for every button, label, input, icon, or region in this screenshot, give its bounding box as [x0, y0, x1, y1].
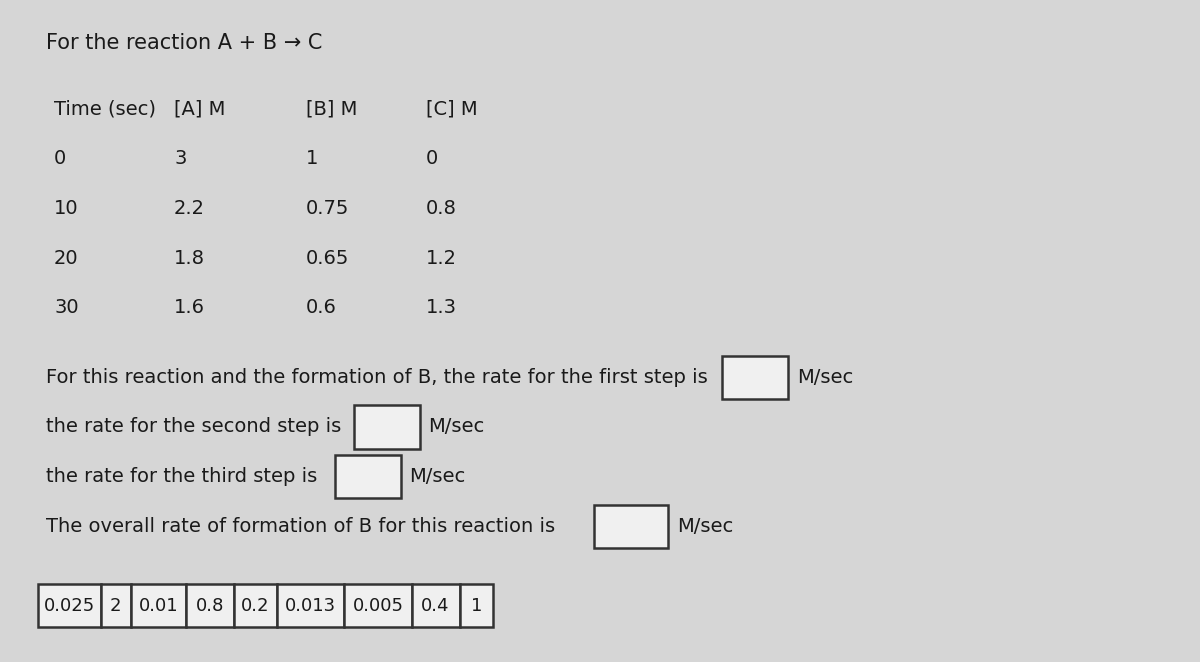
- Text: M/sec: M/sec: [797, 368, 853, 387]
- Text: For this reaction and the formation of B, the rate for the first step is: For this reaction and the formation of B…: [46, 368, 707, 387]
- Text: the rate for the third step is: the rate for the third step is: [46, 467, 317, 486]
- Text: 2: 2: [110, 596, 121, 615]
- Text: [C] M: [C] M: [426, 100, 478, 118]
- FancyBboxPatch shape: [594, 505, 668, 548]
- Text: 2.2: 2.2: [174, 199, 205, 218]
- Text: the rate for the second step is: the rate for the second step is: [46, 418, 341, 436]
- Text: 10: 10: [54, 199, 79, 218]
- Text: 3: 3: [174, 150, 186, 168]
- FancyBboxPatch shape: [131, 585, 186, 628]
- Text: For the reaction A + B → C: For the reaction A + B → C: [46, 33, 322, 53]
- Text: 20: 20: [54, 249, 79, 267]
- Text: 1.8: 1.8: [174, 249, 205, 267]
- Text: 0: 0: [54, 150, 66, 168]
- Text: [A] M: [A] M: [174, 100, 226, 118]
- Text: 0.4: 0.4: [421, 596, 450, 615]
- Text: 0: 0: [426, 150, 438, 168]
- FancyBboxPatch shape: [234, 585, 277, 628]
- Text: 1: 1: [306, 150, 318, 168]
- Text: 0.01: 0.01: [138, 596, 179, 615]
- Text: 0.025: 0.025: [44, 596, 95, 615]
- Text: [B] M: [B] M: [306, 100, 358, 118]
- Text: 0.005: 0.005: [353, 596, 403, 615]
- FancyBboxPatch shape: [412, 585, 460, 628]
- FancyBboxPatch shape: [186, 585, 234, 628]
- FancyBboxPatch shape: [344, 585, 412, 628]
- Text: M/sec: M/sec: [677, 517, 733, 536]
- FancyBboxPatch shape: [101, 585, 131, 628]
- Text: 1.6: 1.6: [174, 299, 205, 317]
- Text: 0.8: 0.8: [196, 596, 224, 615]
- Text: M/sec: M/sec: [409, 467, 466, 486]
- Text: 1.3: 1.3: [426, 299, 457, 317]
- FancyBboxPatch shape: [277, 585, 344, 628]
- FancyBboxPatch shape: [335, 455, 401, 498]
- Text: 0.8: 0.8: [426, 199, 457, 218]
- FancyBboxPatch shape: [722, 356, 788, 399]
- Text: 1: 1: [470, 596, 482, 615]
- Text: The overall rate of formation of B for this reaction is: The overall rate of formation of B for t…: [46, 517, 554, 536]
- Text: 0.65: 0.65: [306, 249, 349, 267]
- Text: Time (sec): Time (sec): [54, 100, 156, 118]
- FancyBboxPatch shape: [460, 585, 493, 628]
- Text: M/sec: M/sec: [428, 418, 485, 436]
- Text: 30: 30: [54, 299, 79, 317]
- Text: 0.75: 0.75: [306, 199, 349, 218]
- FancyBboxPatch shape: [354, 405, 420, 449]
- Text: 1.2: 1.2: [426, 249, 457, 267]
- Text: 0.013: 0.013: [286, 596, 336, 615]
- FancyBboxPatch shape: [38, 585, 101, 628]
- Text: 0.6: 0.6: [306, 299, 337, 317]
- Text: 0.2: 0.2: [241, 596, 270, 615]
